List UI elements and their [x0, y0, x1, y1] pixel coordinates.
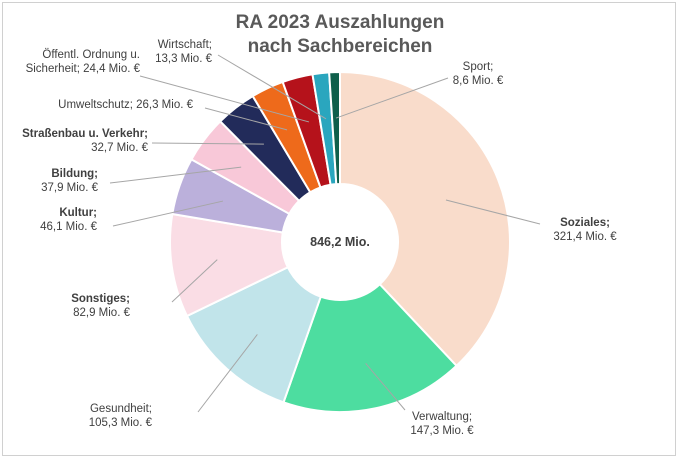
- leader-line: [197, 334, 258, 413]
- leader-lines: [109, 54, 541, 413]
- donut-center-total: 846,2 Mio.: [310, 235, 370, 249]
- leader-line: [445, 199, 541, 225]
- slice-soziales: [339, 70, 511, 368]
- leader-line: [139, 75, 310, 123]
- chart-title-line-2: nach Sachbereichen: [248, 36, 433, 57]
- leader-line: [171, 259, 218, 303]
- leader-line: [217, 54, 327, 120]
- data-labels: Soziales; 321,4 Mio. € Verwaltung; 147,3 Mi…: [22, 39, 617, 437]
- leader-line: [109, 166, 242, 184]
- data-label: Sonstiges; 82,9 Mio. €: [71, 293, 130, 319]
- data-label: Öffentl. Ordnung u. Sicherheit; 24,4 Mio.…: [26, 49, 141, 75]
- data-label: Kultur; 46,1 Mio. €: [40, 207, 97, 233]
- leader-line: [204, 107, 288, 131]
- slice-gesundheit: [185, 265, 323, 404]
- chart-title-line-1: RA 2023 Auszahlungen: [236, 12, 445, 33]
- data-label: Gesundheit; 105,3 Mio. €: [89, 403, 153, 429]
- leader-line: [112, 200, 224, 227]
- slice-verwaltung: [282, 282, 458, 413]
- data-label: Umweltschutz; 26,3 Mio. €: [58, 99, 193, 111]
- slice-sport: [328, 70, 341, 186]
- data-label: Verwaltung; 147,3 Mio. €: [410, 411, 474, 437]
- leader-line: [365, 362, 406, 411]
- leader-line: [151, 142, 264, 145]
- donut-slices: [169, 70, 511, 413]
- data-label: Straßenbau u. Verkehr; 32,7 Mio. €: [22, 128, 148, 154]
- data-label: Wirtschaft; 13,3 Mio. €: [155, 39, 212, 65]
- data-label: Sport; 8,6 Mio. €: [453, 61, 504, 87]
- leader-line: [335, 77, 449, 119]
- data-label: Bildung; 37,9 Mio. €: [41, 168, 98, 194]
- data-label: Soziales; 321,4 Mio. €: [553, 217, 617, 243]
